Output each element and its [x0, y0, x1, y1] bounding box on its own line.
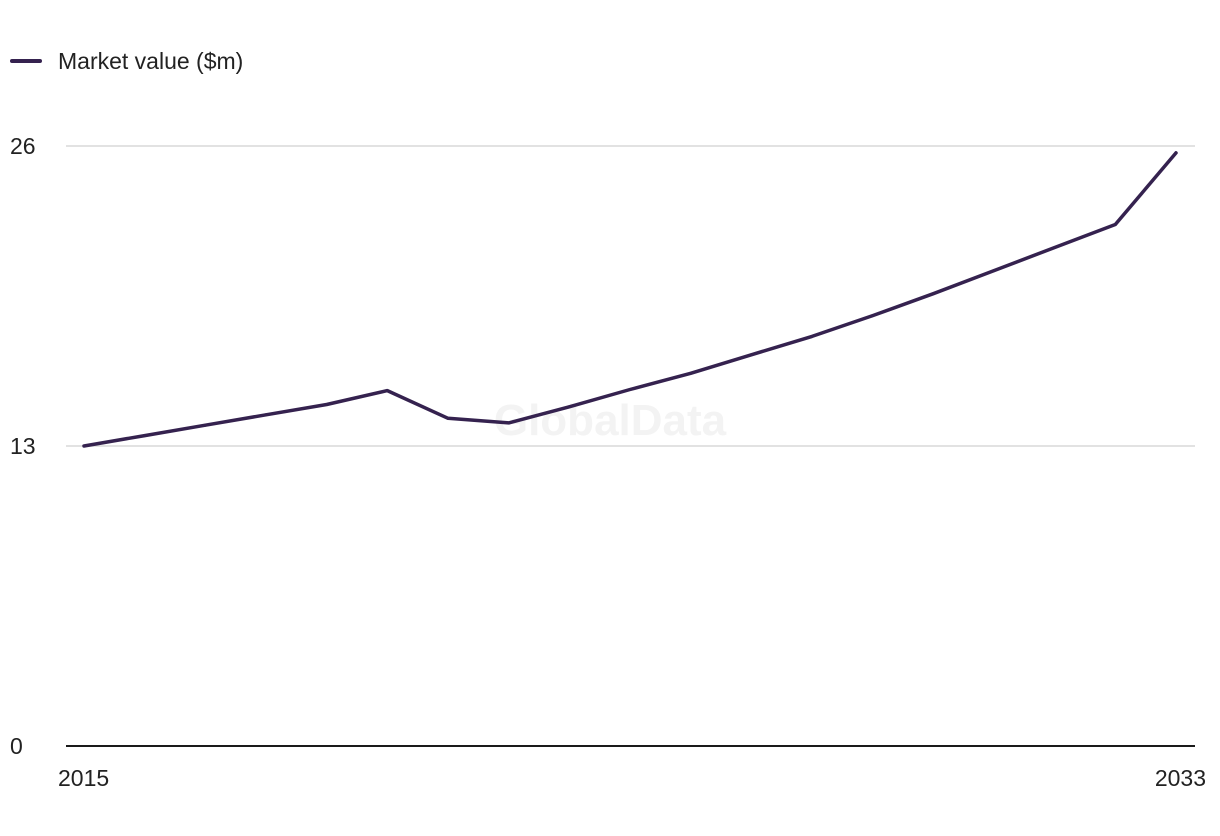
data-point — [325, 403, 329, 406]
watermark: GlobalData — [494, 396, 727, 445]
data-point — [931, 292, 935, 296]
data-point — [203, 423, 207, 427]
data-point — [871, 314, 875, 318]
data-point — [446, 416, 450, 420]
y-tick-label: 0 — [10, 733, 23, 759]
y-tick-label: 26 — [10, 133, 36, 159]
data-point — [264, 413, 268, 417]
data-point — [1113, 223, 1117, 226]
data-point — [82, 444, 86, 448]
data-point — [810, 334, 814, 338]
x-tick-label: 2033 — [1155, 765, 1206, 791]
data-point — [749, 353, 753, 357]
data-point — [385, 389, 389, 393]
legend-swatch — [10, 59, 42, 63]
chart-legend: Market value ($m) — [10, 46, 243, 76]
data-point — [689, 371, 693, 375]
data-point — [1174, 151, 1178, 155]
x-tick-label: 2015 — [58, 765, 109, 791]
legend-label: Market value ($m) — [58, 47, 244, 74]
data-point — [507, 421, 511, 425]
y-tick-label: 13 — [10, 433, 36, 459]
data-point — [628, 388, 632, 391]
data-point — [1053, 246, 1057, 249]
data-point — [143, 434, 147, 438]
data-point — [992, 269, 996, 273]
data-point — [567, 405, 571, 409]
